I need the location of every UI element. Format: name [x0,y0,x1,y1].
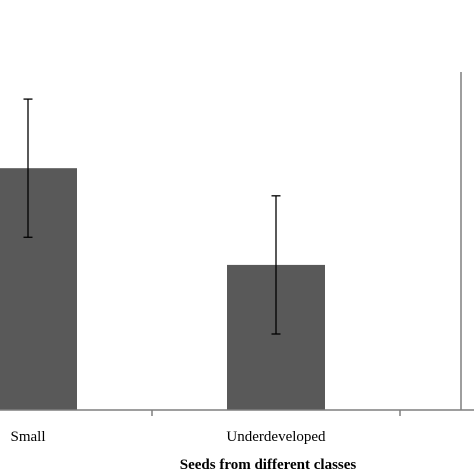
x-tick-label-underdeveloped: Underdeveloped [226,429,326,445]
error-bars-layer [23,98,281,335]
bar-small [0,168,77,410]
x-tick-label-small: Small [10,429,45,445]
x-axis-title: Seeds from different classes [180,457,357,473]
